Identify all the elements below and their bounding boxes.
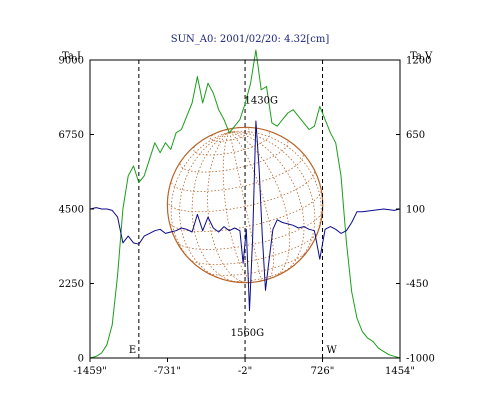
polarization-line [89,120,401,312]
disk-meridian [229,131,262,281]
limb-label-west: W [327,345,338,356]
disk-parallel [168,188,322,232]
disk-meridian [229,131,316,267]
disk-parallel [205,250,309,276]
disk-limb [166,126,324,284]
series-lines [89,49,401,359]
disk-meridian [179,131,230,281]
x-tick-label: -731" [154,366,181,377]
right-axis-label: Ta,V [410,51,433,62]
left-axis-label: Ta,I [62,51,81,62]
x-tick-label: 726" [311,366,335,377]
annotation-peak: 1430G [245,95,278,106]
right-tick-label: 100 [406,205,425,216]
disk-parallel [188,231,319,265]
disk-meridian [229,131,305,274]
right-tick-label: -1000 [406,354,435,365]
axis-ticks: 0 2250 4500 6750 9000 -1000 -450 100 650 1200 -145… [59,56,435,378]
disk-parallel [209,127,251,142]
disk-meridian [229,131,291,278]
disk-parallel [179,138,289,173]
x-tick-label: 1454" [385,366,415,377]
left-tick-label: 0 [78,354,84,365]
left-tick-label: 9000 [59,56,84,67]
left-tick-label: 2250 [59,279,84,290]
x-tick-label: -2" [238,366,252,377]
disk-parallel [193,129,271,156]
right-tick-label: 1200 [406,56,431,67]
chart-title: SUN_A0: 2001/02/20: 4.32[cm] [171,34,330,45]
intensity-line [89,49,401,359]
chart-annotations: E W 1430G 1560G [129,95,338,356]
right-tick-label: 650 [406,130,425,141]
disk-meridian [191,131,239,283]
disk-parallel [170,151,304,192]
solar-disk [166,126,324,284]
limb-markers [138,60,324,358]
disk-parallel [167,169,315,213]
left-tick-label: 4500 [59,205,84,216]
disk-meridian [229,130,322,244]
left-tick-label: 6750 [59,130,84,141]
annotation-trough: 1560G [231,328,264,339]
disk-meridian [170,131,230,268]
limb-label-east: E [129,345,136,356]
right-tick-label: -450 [406,279,428,290]
disk-grid [167,127,323,284]
x-tick-label: -1459" [73,366,106,377]
